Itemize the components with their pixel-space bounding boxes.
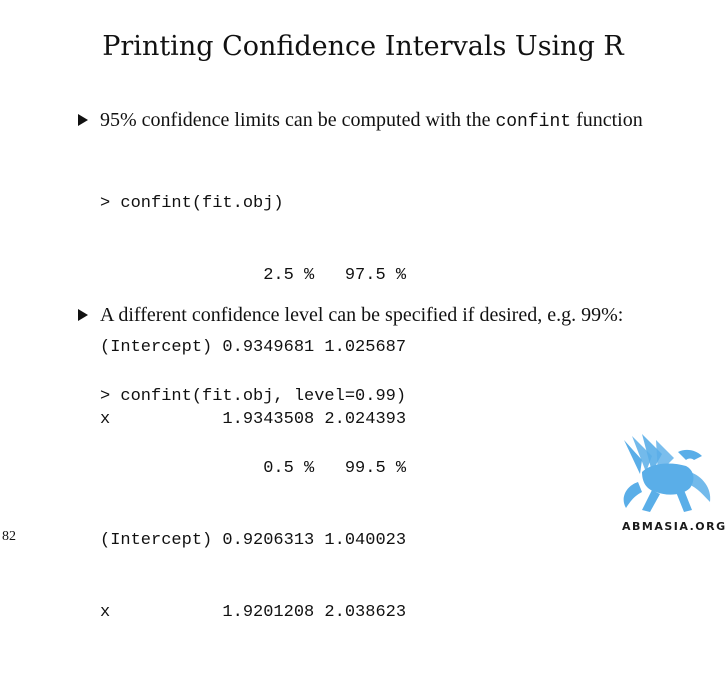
watermark-logo: ABMASIA.ORG [612, 432, 726, 542]
bullet-item-confidence-level: A different confidence level can be spec… [78, 303, 678, 673]
bullet-text: A different confidence level can be spec… [100, 304, 624, 326]
code-block: > confint(fit.obj, level=0.99) 0.5 % 99.… [100, 337, 678, 673]
code-line: x 1.9201208 2.038623 [100, 603, 407, 622]
slide-title: Printing Confidence Intervals Using R [102, 31, 624, 62]
code-line: x 1.9343508 2.024393 [100, 410, 407, 429]
code-block: > confint(fit.obj) 2.5 % 97.5 % (Interce… [100, 144, 678, 480]
bullet-text-part: 95% confidence limits can be computed wi… [100, 109, 496, 131]
griffin-logo-icon [623, 434, 711, 512]
bullet-triangle-icon [78, 114, 88, 126]
page-number: 82 [2, 529, 16, 544]
code-line: (Intercept) 0.9349681 1.025687 [100, 338, 407, 357]
code-line: 0.5 % 99.5 % [100, 459, 407, 478]
code-line: 2.5 % 97.5 % [100, 266, 407, 285]
logo-text: ABMASIA.ORG [622, 520, 726, 533]
bullet-triangle-icon [78, 309, 88, 321]
bullet-text: 95% confidence limits can be computed wi… [100, 108, 678, 134]
bullet-text-part: function [571, 109, 643, 131]
inline-code-confint: confint [495, 112, 572, 132]
code-line: > confint(fit.obj, level=0.99) [100, 387, 407, 406]
code-line: (Intercept) 0.9206313 1.040023 [100, 531, 407, 550]
code-line: > confint(fit.obj) [100, 194, 284, 213]
bullet-item-confint: 95% confidence limits can be computed wi… [78, 108, 678, 480]
